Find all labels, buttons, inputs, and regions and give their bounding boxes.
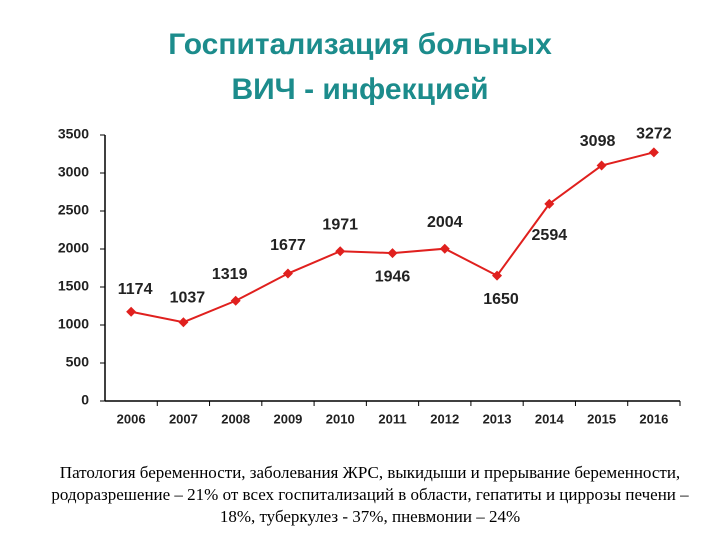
data-label: 1037 [170,289,206,306]
marker [126,306,137,317]
y-tick-label: 3000 [58,164,89,180]
x-tick-label: 2011 [378,411,406,426]
marker [335,246,346,257]
x-tick-label: 2016 [639,411,668,426]
x-tick-label: 2009 [273,411,302,426]
data-label: 3272 [636,126,672,143]
y-tick-label: 2000 [58,240,89,256]
y-tick-label: 1500 [58,278,89,294]
marker [230,295,241,306]
marker [492,270,503,281]
x-tick-label: 2012 [430,411,459,426]
data-label: 1650 [483,291,519,308]
y-tick-label: 0 [81,392,89,408]
x-tick-label: 2014 [535,411,565,426]
x-tick-label: 2007 [169,411,198,426]
data-label: 3098 [580,133,616,150]
y-tick-label: 500 [66,354,90,370]
data-label: 1174 [118,281,153,298]
marker [648,147,659,158]
x-tick-label: 2008 [221,411,250,426]
data-label: 2594 [532,227,568,244]
y-tick-label: 3500 [58,126,89,142]
line [130,151,655,324]
marker [282,268,293,279]
x-tick-label: 2006 [117,411,146,426]
y-tick-label: 2500 [58,202,89,218]
data-label: 2004 [427,214,463,231]
data-label: 1946 [375,268,411,285]
data-label: 1677 [270,237,306,254]
marker [596,160,607,171]
data-label: 1971 [322,216,358,233]
marker [178,317,189,328]
x-tick-label: 2015 [587,411,616,426]
chart: 0 500 1000 1500 2000 2500 3000 3500 2006 2007 2008… [58,126,681,426]
caption: Патология беременности, заболевания ЖРС,… [51,463,689,526]
marker [439,243,450,254]
data-label: 1319 [212,266,248,283]
x-tick-label: 2013 [483,411,512,426]
chart-title: Госпитализация больных ВИЧ - инфекцией [168,28,552,106]
x-tick-label: 2010 [326,411,355,426]
marker [544,198,555,209]
marker [387,248,398,259]
y-tick-label: 1000 [58,316,89,332]
